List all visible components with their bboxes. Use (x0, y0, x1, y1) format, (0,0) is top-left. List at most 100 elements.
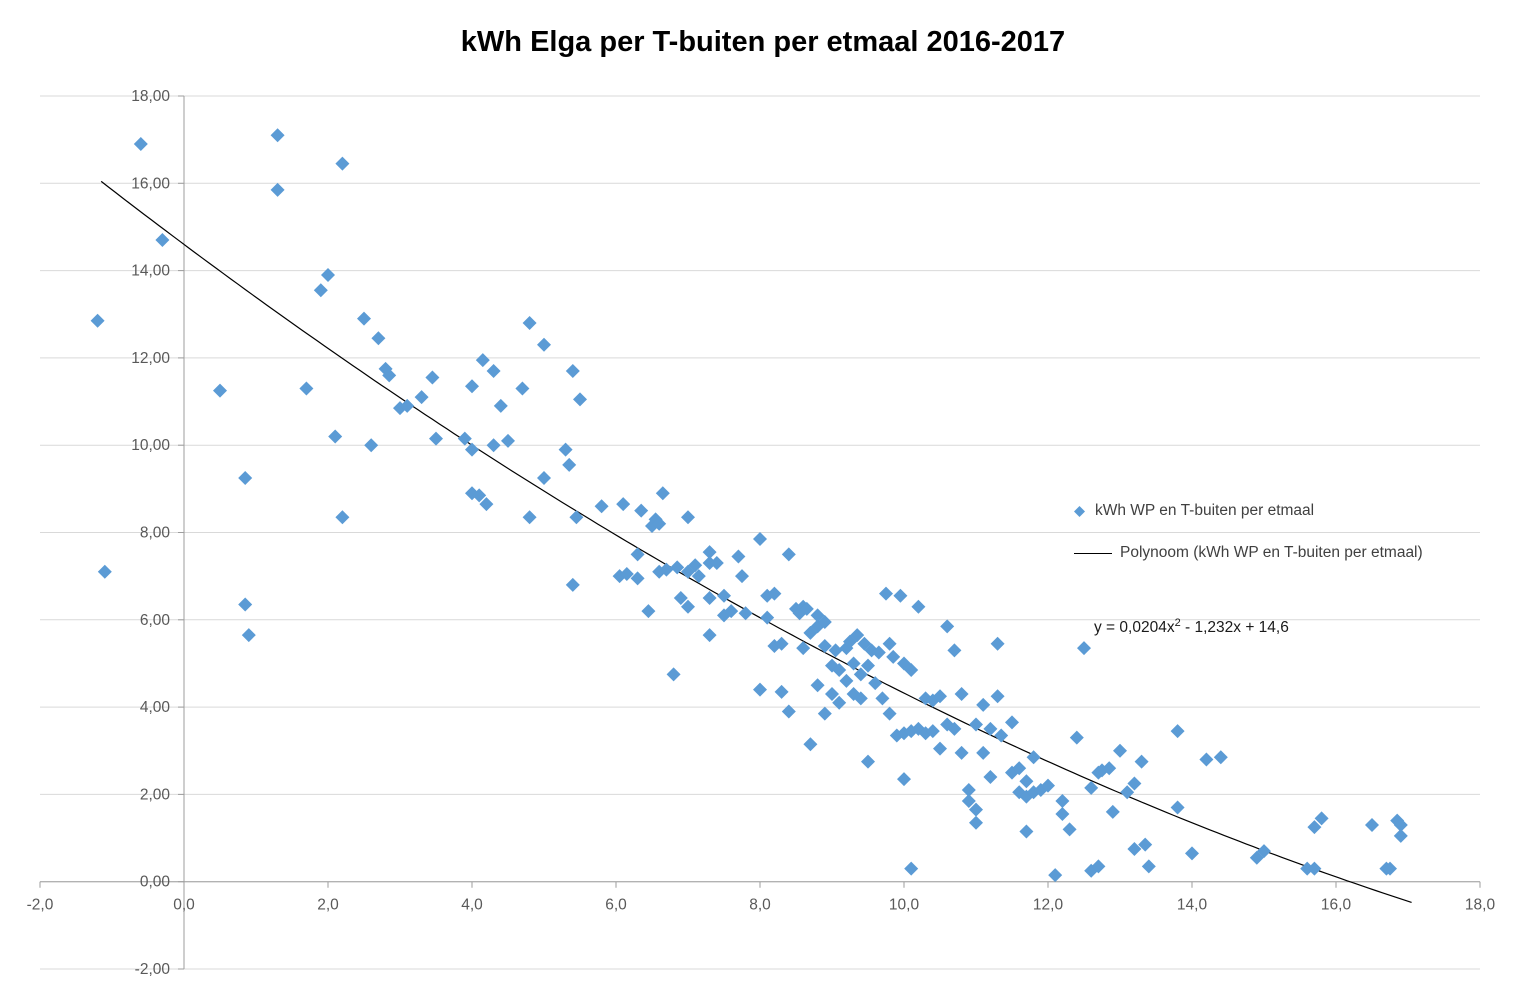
scatter-point (969, 717, 983, 732)
scatter-point (673, 590, 688, 605)
scatter-point (1257, 844, 1271, 859)
scatter-point (465, 442, 479, 457)
scatter-point (774, 636, 789, 651)
scatter-point (882, 636, 897, 651)
scatter-point (832, 662, 847, 677)
chart-title: kWh Elga per T-buiten per etmaal 2016-20… (460, 26, 1066, 58)
scatter-point (954, 745, 969, 760)
legend-label-trendline: Polynoom (kWh WP en T-buiten per etmaal) (1120, 544, 1423, 561)
scatter-point (429, 431, 443, 446)
scatter-point (933, 689, 947, 704)
scatter-point (1307, 861, 1322, 876)
legend-item-trendline: Polynoom (kWh WP en T-buiten per etmaal) (1074, 538, 1423, 568)
scatter-point (655, 486, 670, 501)
scatter-series (90, 128, 1408, 883)
equation-suffix: - 1,232x + 14,6 (1180, 619, 1289, 637)
scatter-point (753, 682, 767, 697)
scatter-point (702, 545, 717, 560)
scatter-point (1383, 861, 1397, 876)
scatter-point (940, 619, 955, 634)
scatter-point (875, 691, 890, 706)
scatter-point (382, 368, 397, 383)
scatter-point (313, 283, 328, 298)
scatter-point (270, 128, 285, 143)
scatter-point (861, 658, 875, 673)
scatter-point (133, 137, 148, 152)
scatter-point (299, 381, 314, 396)
scatter-point (1393, 828, 1408, 843)
scatter-point (558, 442, 573, 457)
scatter-point (537, 337, 551, 352)
scatter-point (364, 438, 379, 453)
scatter-point (630, 571, 645, 586)
y-axis-labels: -2,00 0,00 2,00 4,00 6,00 8,00 10,00 12,00 14,00… (131, 88, 170, 978)
scatter-point (861, 754, 875, 769)
svg-text:8,0: 8,0 (749, 897, 771, 914)
scatter-point (90, 313, 105, 328)
scatter-point (522, 510, 537, 525)
scatter-point (1091, 859, 1106, 874)
scatter-point (321, 267, 335, 282)
scatter-point (371, 331, 386, 346)
svg-text:-2,00: -2,00 (135, 961, 171, 978)
scatter-point (817, 706, 832, 721)
svg-text:8,00: 8,00 (140, 525, 171, 542)
scatter-point (839, 673, 854, 688)
scatter-point (1019, 774, 1034, 789)
scatter-point (731, 549, 746, 564)
scatter-point (1365, 817, 1379, 832)
scatter-point (994, 728, 1009, 743)
scatter-point (238, 597, 253, 612)
scatter-point (1134, 754, 1149, 769)
scatter-point (886, 649, 901, 664)
scatter-point (486, 438, 501, 453)
diamond-marker-icon (1074, 505, 1085, 517)
svg-text:-2,0: -2,0 (27, 897, 54, 914)
scatter-point (335, 156, 350, 171)
scatter-point (479, 497, 494, 512)
scatter-point (565, 363, 580, 378)
scatter-point (681, 599, 695, 614)
scatter-point (774, 684, 789, 699)
scatter-point (709, 556, 724, 571)
scatter-point (486, 363, 501, 378)
scatter-point (803, 737, 818, 752)
scatter-point (472, 488, 487, 503)
scatter-point (1127, 841, 1142, 856)
equation-prefix: y = 0,0204x (1094, 619, 1175, 637)
scatter-point (828, 643, 843, 658)
svg-text:16,00: 16,00 (131, 175, 170, 192)
scatter-point (760, 610, 775, 625)
scatter-point (702, 556, 717, 571)
scatter-point (893, 588, 908, 603)
axis-lines (39, 95, 1481, 970)
scatter-point (537, 470, 551, 485)
scatter-point (990, 689, 1005, 704)
svg-text:18,00: 18,00 (131, 88, 170, 105)
scatter-point (1185, 846, 1199, 861)
scatter-point (879, 586, 893, 601)
scatter-point (871, 645, 886, 660)
scatter-point (735, 569, 749, 584)
legend-item-series: kWh WP en T-buiten per etmaal (1074, 496, 1423, 526)
scatter-point (781, 547, 796, 562)
scatter-point (565, 577, 580, 592)
scatter-point (1012, 761, 1027, 776)
scatter-point (1199, 752, 1214, 767)
scatter-point (904, 662, 919, 677)
scatter-point (882, 706, 897, 721)
legend-label-series: kWh WP en T-buiten per etmaal (1095, 502, 1315, 519)
scatter-point (817, 638, 832, 653)
scatter-point (1048, 868, 1063, 883)
svg-text:6,0: 6,0 (605, 897, 627, 914)
scatter-point (414, 390, 429, 405)
scatter-point (702, 590, 717, 605)
scatter-point (717, 588, 731, 603)
svg-text:10,00: 10,00 (131, 437, 170, 454)
scatter-point (976, 697, 991, 712)
scatter-point (357, 311, 371, 326)
scatter-point (691, 569, 706, 584)
scatter-point (634, 503, 649, 518)
